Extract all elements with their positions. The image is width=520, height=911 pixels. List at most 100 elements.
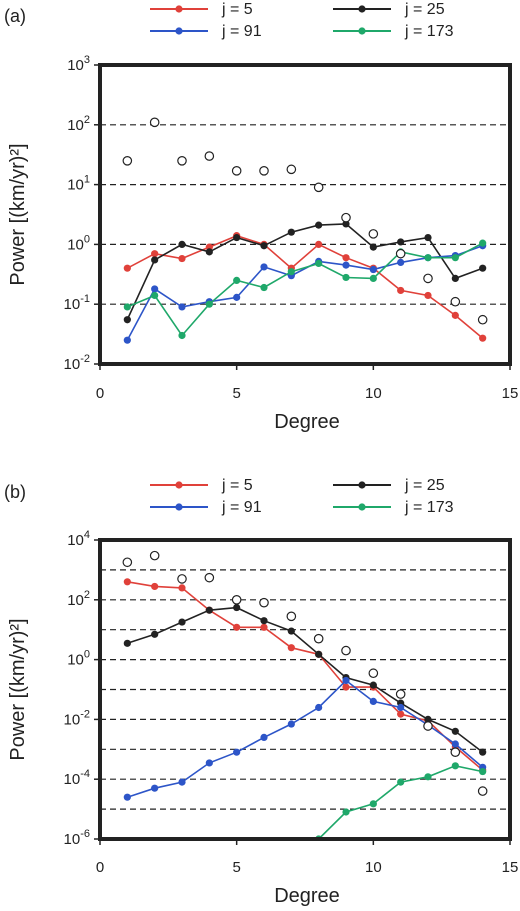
- data-point: [287, 228, 295, 236]
- data-point-open: [204, 572, 215, 583]
- legend-label: j = 91: [221, 499, 262, 516]
- data-point: [233, 233, 241, 242]
- data-point: [178, 240, 186, 248]
- data-point-open: [122, 557, 133, 568]
- data-point: [233, 293, 241, 301]
- data-point: [178, 584, 186, 592]
- series-j173: [123, 239, 487, 340]
- x-tick-label: 0: [96, 385, 104, 402]
- y-tick-label: 10-2: [64, 708, 90, 728]
- data-point-open: [149, 550, 160, 561]
- legend-marker: [175, 503, 183, 511]
- series-line: [318, 764, 483, 839]
- data-point: [151, 256, 159, 264]
- series-j25: [123, 220, 487, 324]
- data-point-open: [177, 574, 187, 584]
- data-point: [397, 778, 405, 786]
- data-point: [424, 291, 432, 300]
- data-point: [315, 259, 323, 268]
- x-tick-label: 10: [365, 385, 382, 402]
- y-tick-label: 10-6: [64, 828, 90, 848]
- data-point: [178, 331, 186, 340]
- data-point: [451, 727, 459, 735]
- legend-label: j = 173: [404, 23, 454, 40]
- y-tick-label: 10-2: [64, 353, 90, 373]
- data-point: [260, 242, 268, 250]
- y-tick-label: 102: [67, 114, 90, 134]
- data-point-open: [149, 117, 160, 128]
- y-tick-label: 10-4: [64, 768, 90, 788]
- data-point-open: [341, 212, 351, 223]
- series-open-circles: [122, 550, 488, 796]
- data-point: [123, 303, 131, 311]
- data-point: [342, 273, 350, 282]
- data-point-open: [313, 182, 324, 193]
- data-point: [178, 303, 186, 311]
- series-open-circles: [122, 117, 488, 325]
- legend-marker: [358, 481, 366, 489]
- data-point: [178, 618, 186, 626]
- data-point: [151, 250, 159, 258]
- legend-label: j = 25: [404, 1, 445, 18]
- data-point: [205, 759, 213, 767]
- data-point: [123, 578, 131, 586]
- data-point-open: [286, 164, 297, 175]
- data-point: [315, 221, 323, 229]
- data-point-open: [341, 645, 351, 656]
- data-point: [479, 767, 487, 776]
- y-tick-label: 101: [67, 174, 90, 194]
- data-point: [451, 254, 459, 262]
- y-tick-label: 103: [67, 54, 90, 74]
- data-point: [479, 748, 487, 756]
- data-point: [260, 623, 268, 631]
- series-line: [126, 223, 483, 321]
- data-point: [287, 627, 295, 635]
- data-point: [424, 773, 432, 781]
- series-line: [127, 679, 484, 798]
- data-point: [260, 733, 268, 742]
- y-axis-label: Power [(km/yr)²]: [7, 143, 29, 285]
- data-point: [205, 606, 213, 614]
- plot-frame: [98, 63, 512, 366]
- y-tick-label: 104: [67, 529, 90, 549]
- panel-label: (b): [4, 482, 26, 502]
- data-point-open: [423, 721, 433, 731]
- data-point: [424, 254, 432, 262]
- data-point: [123, 793, 131, 801]
- data-point: [260, 263, 268, 271]
- series-j5: [123, 232, 487, 342]
- data-point: [123, 264, 131, 272]
- x-axis-label: Degree: [274, 411, 340, 433]
- data-point-open: [450, 296, 461, 307]
- data-point: [178, 778, 186, 786]
- data-point: [342, 261, 350, 269]
- series-j173: [315, 762, 487, 839]
- data-point-open: [231, 166, 242, 176]
- data-point: [451, 762, 459, 770]
- data-point: [287, 268, 295, 276]
- data-point: [451, 311, 459, 319]
- legend-marker: [175, 27, 183, 35]
- y-tick-label: 100: [67, 233, 90, 253]
- data-point-open: [423, 273, 433, 284]
- data-point-open: [177, 156, 187, 166]
- series-j5: [123, 578, 487, 774]
- data-point: [260, 283, 268, 292]
- data-point-open: [259, 166, 269, 176]
- data-point: [342, 254, 350, 262]
- series-j91: [123, 676, 487, 801]
- x-tick-label: 15: [502, 385, 519, 402]
- data-point: [205, 248, 213, 256]
- data-point: [369, 243, 377, 251]
- data-point: [233, 603, 241, 612]
- data-point: [151, 630, 159, 638]
- x-tick-label: 15: [502, 859, 519, 876]
- data-point: [151, 582, 159, 591]
- legend-marker: [358, 503, 366, 511]
- data-point: [151, 784, 159, 792]
- data-point: [451, 274, 459, 283]
- data-point: [479, 239, 487, 247]
- data-point: [479, 264, 487, 272]
- legend-marker: [175, 481, 183, 489]
